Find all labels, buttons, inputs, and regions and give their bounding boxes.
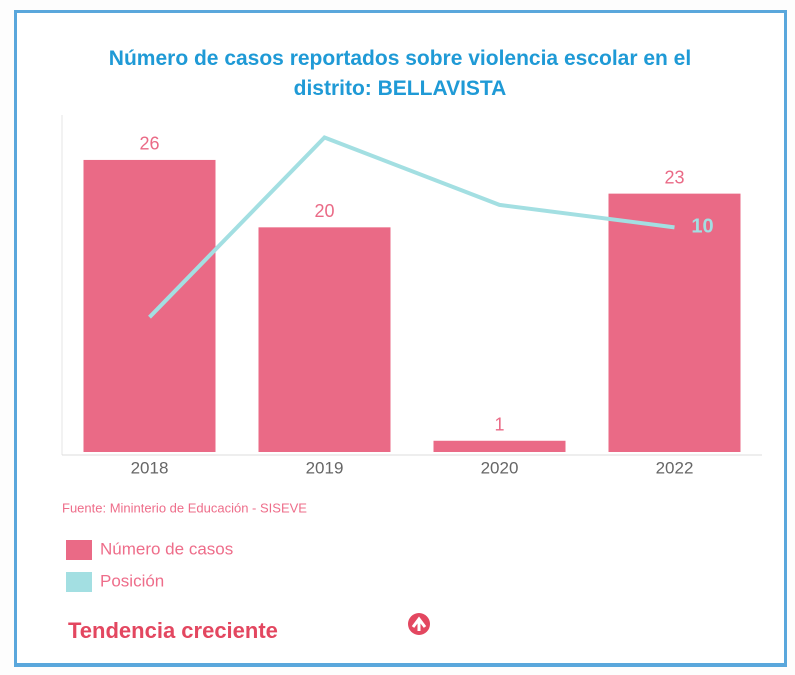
bar: [433, 440, 566, 452]
bar-value-label: 1: [494, 415, 504, 435]
bar: [258, 227, 391, 452]
bar-value-label: 23: [664, 167, 684, 187]
x-tick-label: 2020: [481, 458, 519, 477]
bar: [608, 193, 741, 452]
legend-label: Número de casos: [100, 539, 233, 558]
trend-icon: [408, 613, 430, 635]
legend-swatch: [66, 540, 92, 560]
legend-swatch: [66, 572, 92, 592]
x-tick-label: 2018: [131, 458, 169, 477]
line-value-label: 10: [691, 216, 713, 238]
source-note: Fuente: Mininterio de Educación - SISEVE: [62, 500, 307, 515]
trend-label: Tendencia creciente: [68, 618, 278, 643]
legend-label: Posición: [100, 571, 164, 590]
chart-title: Número de casos reportados sobre violenc…: [108, 47, 692, 100]
bar-value-label: 20: [314, 201, 334, 221]
bar-value-label: 26: [139, 134, 159, 154]
x-tick-label: 2022: [656, 458, 694, 477]
line: [148, 135, 675, 319]
x-tick-label: 2019: [306, 458, 344, 477]
bar: [83, 159, 216, 452]
